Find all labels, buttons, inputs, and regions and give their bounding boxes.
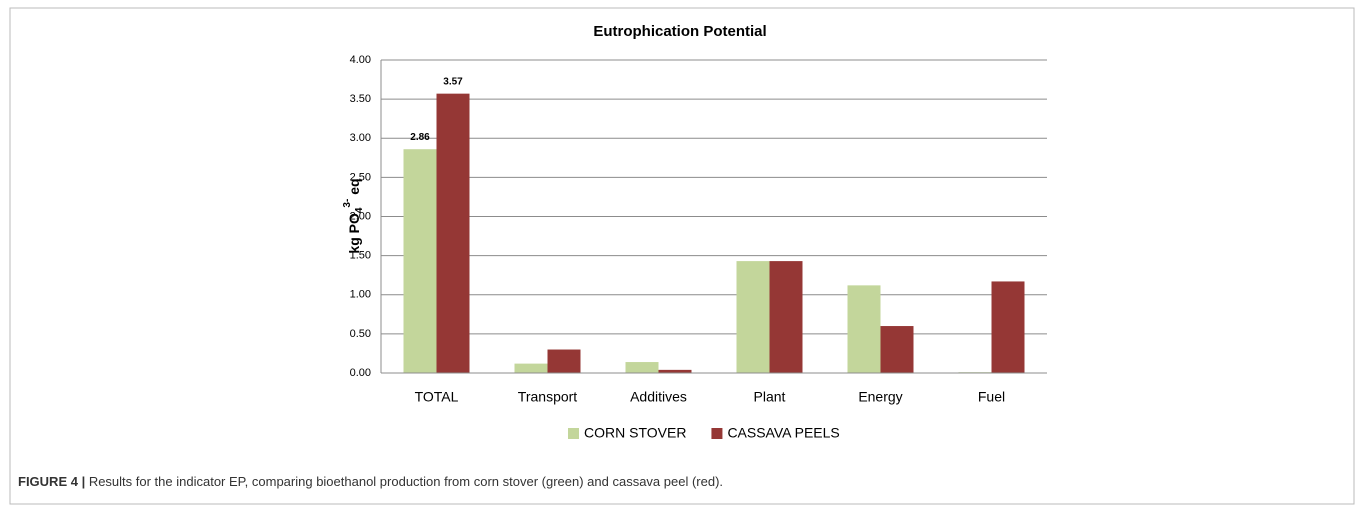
y-tick-label: 3.50 (350, 93, 371, 105)
y-tick-label: 4.00 (350, 54, 371, 66)
legend-label: CORN STOVER (584, 425, 686, 441)
x-tick-label: Transport (518, 389, 578, 405)
x-tick-label: Fuel (978, 389, 1005, 405)
legend-swatch (568, 428, 579, 439)
bar (436, 93, 470, 374)
x-tick-label: Additives (630, 389, 687, 405)
bar (769, 261, 803, 373)
y-tick-label: 0.50 (350, 328, 371, 340)
x-tick-label: TOTAL (415, 389, 459, 405)
y-tick-label: 3.00 (350, 132, 371, 144)
chart-title: Eutrophication Potential (593, 23, 766, 40)
bar (403, 149, 437, 373)
bar (736, 261, 770, 373)
figure-border (9, 7, 1355, 505)
value-label: 3.57 (443, 76, 463, 87)
bar (625, 362, 659, 373)
bar (880, 326, 914, 373)
y-tick-label: 1.50 (350, 250, 371, 262)
y-tick-label: 0.00 (350, 367, 371, 379)
x-tick-label: Energy (858, 389, 902, 405)
y-label-sub: 4 (354, 207, 365, 213)
y-tick-label: 2.50 (350, 171, 371, 183)
x-tick-label: Plant (754, 389, 786, 405)
y-tick-label: 2.00 (350, 210, 371, 222)
caption-text: Results for the indicator EP, comparing … (85, 474, 723, 489)
value-label: 2.86 (410, 132, 430, 143)
bar (658, 369, 692, 373)
caption: FIGURE 4 | Results for the indicator EP,… (18, 474, 723, 489)
bar (547, 349, 581, 373)
legend-swatch (711, 428, 723, 439)
y-axis-label: kg PO43- eq (342, 178, 365, 253)
y-tick-label: 1.00 (350, 289, 371, 301)
bar (514, 363, 548, 373)
bar (991, 281, 1025, 373)
caption-label: FIGURE 4 | (18, 474, 85, 489)
y-label-text: kg PO (346, 213, 362, 254)
legend-label: CASSAVA PEELS (727, 425, 839, 441)
y-label-suffix: eq (346, 178, 362, 198)
y-label-sup: 3- (342, 199, 353, 208)
bar (847, 285, 881, 373)
